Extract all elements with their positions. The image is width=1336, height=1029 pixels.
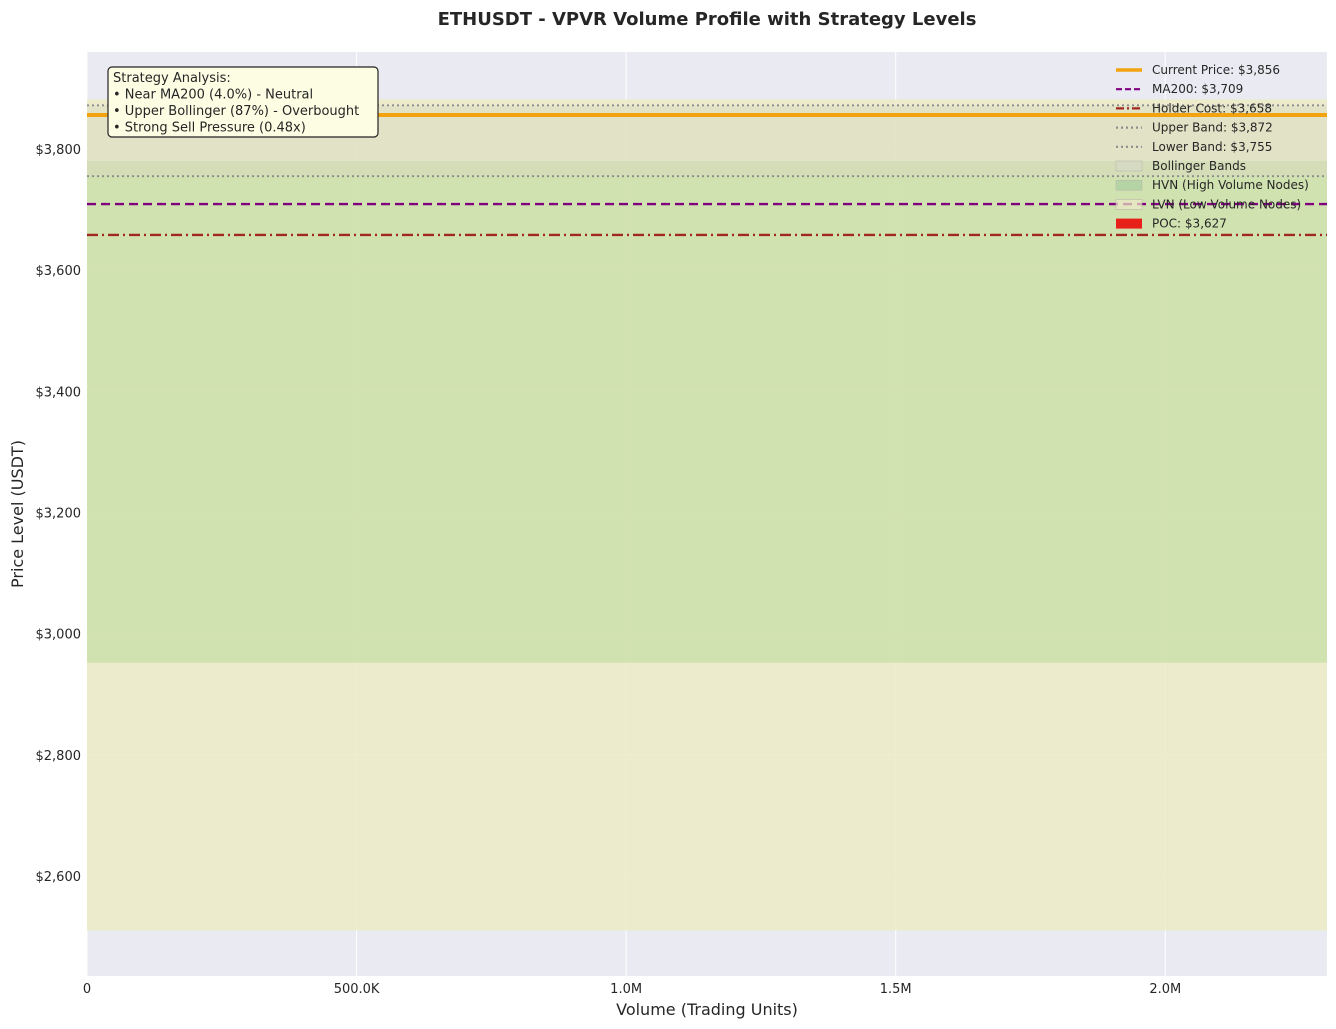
legend-item-bands: Bollinger Bands	[1115, 159, 1246, 173]
legend-label: Lower Band: $3,755	[1152, 140, 1272, 154]
y-tick-label: $3,400	[36, 385, 82, 400]
y-tick-label: $3,200	[36, 506, 82, 521]
y-tick-label: $3,000	[36, 628, 82, 643]
legend-label: POC: $3,627	[1152, 217, 1227, 231]
chart-title: ETHUSDT - VPVR Volume Profile with Strat…	[438, 9, 977, 30]
x-tick-label: 0	[83, 982, 91, 997]
axis-ticks: 0 500.0K 1.0M 1.5M 2.0M $2,600 $2,800 $3,000 $3,…	[36, 143, 1182, 997]
y-axis-label: Price Level (USDT)	[8, 440, 27, 588]
x-tick-label: 1.0M	[610, 982, 642, 997]
annotation-line: • Near MA200 (4.0%) - Neutral	[113, 88, 313, 103]
legend-label: LVN (Low Volume Nodes)	[1152, 197, 1301, 211]
annotation-line: • Upper Bollinger (87%) - Overbought	[113, 104, 359, 119]
legend-label: Upper Band: $3,872	[1152, 121, 1273, 135]
y-tick-label: $2,800	[36, 749, 82, 764]
legend-item-poc: POC: $3,627	[1116, 217, 1227, 231]
plot-area	[87, 52, 1327, 976]
legend-swatch	[1115, 179, 1143, 191]
legend-item-lower: Lower Band: $3,755	[1116, 140, 1272, 154]
legend-item-holder: Holder Cost: $3,658	[1116, 101, 1272, 115]
hvn-zone	[87, 161, 1327, 663]
plot-content	[87, 52, 1327, 976]
legend-label: Bollinger Bands	[1152, 159, 1246, 173]
x-tick-label: 500.0K	[334, 982, 380, 997]
legend-label: Holder Cost: $3,658	[1152, 101, 1272, 115]
legend-swatch	[1115, 199, 1143, 210]
legend-swatch	[1115, 160, 1143, 172]
legend-label: MA200: $3,709	[1152, 82, 1243, 96]
legend-label: Current Price: $3,856	[1152, 63, 1280, 77]
legend-swatch	[1116, 218, 1142, 229]
legend-item-ma200: MA200: $3,709	[1116, 82, 1243, 96]
legend-item-current: Current Price: $3,856	[1116, 63, 1280, 77]
legend-label: HVN (High Volume Nodes)	[1152, 178, 1309, 192]
legend-item-lvn: LVN (Low Volume Nodes)	[1115, 197, 1301, 211]
annotation-frame	[107, 66, 379, 138]
x-axis-label: Volume (Trading Units)	[616, 1000, 798, 1019]
y-tick-label: $2,600	[36, 870, 82, 885]
annotation-line: • Strong Sell Pressure (0.48x)	[113, 121, 306, 136]
legend-item-upper: Upper Band: $3,872	[1116, 121, 1273, 135]
x-tick-label: 2.0M	[1149, 982, 1181, 997]
y-tick-label: $3,800	[36, 143, 82, 158]
legend: Current Price: $3,856 MA200: $3,709 Holder…	[1115, 63, 1309, 231]
y-tick-label: $3,600	[36, 264, 82, 279]
x-tick-label: 1.5M	[880, 982, 912, 997]
annotation-line: Strategy Analysis:	[113, 71, 231, 86]
legend-item-hvn: HVN (High Volume Nodes)	[1115, 178, 1309, 192]
strategy-analysis-box: Strategy Analysis: • Near MA200 (4.0%) - …	[107, 66, 379, 138]
